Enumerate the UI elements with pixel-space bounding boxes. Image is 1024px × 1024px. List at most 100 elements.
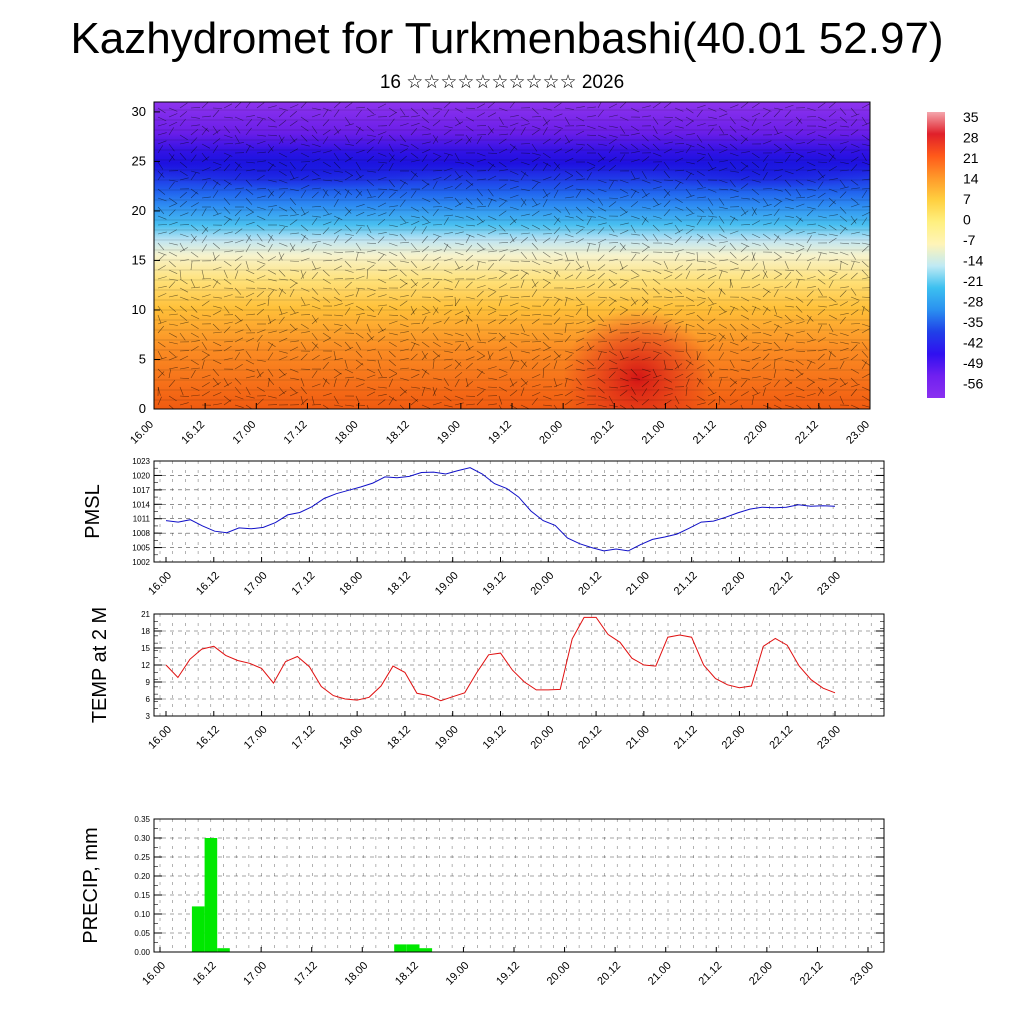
wind-barb bbox=[355, 242, 362, 251]
wind-barb bbox=[663, 161, 670, 170]
wind-barb bbox=[817, 152, 827, 157]
wind-barb bbox=[630, 188, 640, 194]
wind-barb bbox=[366, 114, 376, 118]
wind-barb bbox=[509, 350, 514, 360]
wind-barb bbox=[751, 296, 761, 300]
wind-barb bbox=[619, 116, 629, 121]
wind-barb bbox=[652, 379, 660, 388]
wind-barb bbox=[597, 179, 607, 184]
wind-barb bbox=[498, 254, 506, 262]
wind-barb bbox=[663, 222, 673, 226]
wind-barb bbox=[817, 251, 827, 255]
wind-barb bbox=[443, 404, 453, 408]
wind-barb bbox=[553, 258, 563, 262]
wind-barb bbox=[278, 226, 286, 235]
wind-barb bbox=[784, 188, 792, 196]
wind-barb bbox=[729, 170, 739, 173]
wind-barb bbox=[432, 387, 438, 397]
wind-barb bbox=[278, 253, 285, 262]
wind-barb bbox=[476, 390, 485, 397]
wind-barb bbox=[399, 215, 407, 223]
wind-barb bbox=[817, 388, 823, 397]
wind-barb bbox=[630, 287, 640, 290]
wind-barb bbox=[718, 269, 728, 273]
wind-barb bbox=[729, 179, 736, 188]
wind-barb bbox=[641, 254, 649, 262]
wind-barb bbox=[344, 323, 352, 331]
wind-barb bbox=[388, 107, 397, 114]
wind-barb bbox=[564, 322, 574, 325]
wind-barb bbox=[234, 239, 244, 244]
wind-barb bbox=[663, 170, 670, 179]
wind-barb bbox=[333, 296, 343, 302]
wind-barb bbox=[366, 170, 376, 173]
wind-barb bbox=[388, 395, 397, 402]
wind-barb bbox=[740, 137, 748, 145]
wind-barb bbox=[498, 233, 509, 235]
wind-barb bbox=[575, 296, 583, 304]
wind-barb bbox=[410, 107, 418, 115]
wind-barb bbox=[806, 206, 816, 210]
wind-barb bbox=[850, 272, 858, 280]
wind-barb bbox=[608, 179, 618, 182]
wind-barb bbox=[421, 370, 427, 379]
wind-barb bbox=[410, 307, 418, 316]
wind-barb bbox=[278, 312, 288, 316]
wind-barb bbox=[586, 143, 595, 150]
wind-barb bbox=[300, 269, 304, 279]
wind-barb bbox=[553, 235, 559, 244]
wind-barb bbox=[432, 262, 439, 271]
wind-barb bbox=[553, 317, 561, 325]
wind-barb bbox=[256, 260, 266, 265]
wind-barb bbox=[806, 290, 814, 298]
wind-barb bbox=[773, 161, 784, 164]
wind-barb bbox=[410, 342, 416, 352]
wind-barb bbox=[707, 107, 717, 112]
wind-barb bbox=[740, 323, 749, 330]
wind-barb bbox=[674, 143, 685, 145]
wind-barb bbox=[817, 174, 826, 181]
wind-barb bbox=[410, 322, 421, 325]
wind-barb bbox=[542, 260, 552, 264]
y-tick-label: 6 bbox=[146, 695, 151, 704]
wind-barb bbox=[179, 355, 189, 361]
wind-barb bbox=[586, 243, 591, 253]
wind-barb bbox=[531, 374, 541, 379]
wind-barb bbox=[806, 377, 815, 383]
wind-barb bbox=[828, 391, 837, 397]
colorbar-label: -35 bbox=[963, 314, 983, 330]
wind-barb bbox=[498, 133, 509, 136]
wind-barb bbox=[410, 115, 420, 118]
x-tick-label: 17.12 bbox=[290, 570, 318, 598]
wind-barb bbox=[520, 172, 527, 181]
wind-barb bbox=[531, 278, 537, 288]
wind-barb bbox=[586, 172, 592, 181]
wind-barb bbox=[696, 323, 705, 330]
wind-barb bbox=[773, 341, 781, 349]
x-tick-label: 16.12 bbox=[179, 419, 207, 447]
wind-barb bbox=[784, 393, 794, 397]
x-tick-label: 21.00 bbox=[640, 419, 668, 447]
wind-barb bbox=[377, 191, 385, 199]
wind-barb bbox=[366, 336, 375, 343]
wind-barb bbox=[267, 269, 277, 275]
wind-barb bbox=[278, 110, 286, 118]
colorbar-label: 14 bbox=[963, 171, 979, 187]
wind-barb bbox=[168, 366, 178, 370]
wind-barb bbox=[465, 234, 471, 244]
wind-barb bbox=[575, 224, 585, 228]
wind-barb bbox=[344, 302, 354, 307]
wind-barb bbox=[399, 115, 410, 118]
wind-barb bbox=[509, 274, 519, 280]
wind-barb bbox=[223, 164, 231, 172]
wind-barb bbox=[201, 196, 211, 199]
wind-barb bbox=[388, 268, 398, 271]
wind-barb bbox=[168, 229, 177, 235]
wind-barb bbox=[564, 378, 568, 388]
wind-barb bbox=[190, 172, 197, 181]
wind-barb bbox=[597, 281, 605, 289]
wind-barb bbox=[223, 218, 231, 226]
wind-barb bbox=[498, 224, 506, 232]
wind-barb bbox=[718, 342, 724, 352]
wind-barb bbox=[366, 233, 375, 240]
